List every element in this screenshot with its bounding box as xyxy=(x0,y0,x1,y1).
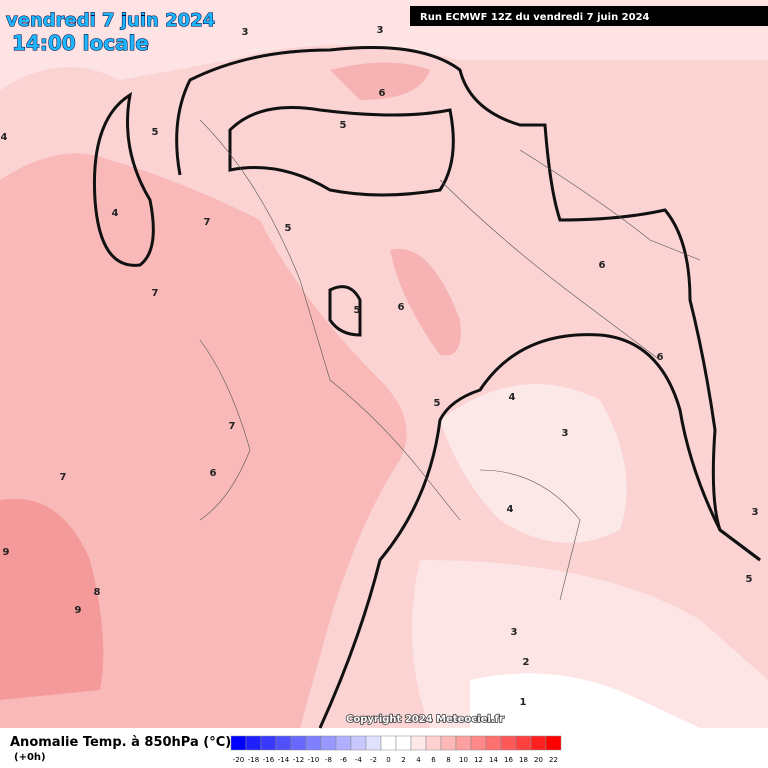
contour-label: 3 xyxy=(752,507,759,518)
legend-title: Anomalie Temp. à 850hPa (°C) xyxy=(10,735,231,750)
contour-label: 7 xyxy=(60,472,67,483)
contour-label: 8 xyxy=(94,587,101,598)
scale-swatch xyxy=(290,735,307,751)
run-banner xyxy=(410,6,768,26)
copyright: Copyright 2024 Meteociel.fr xyxy=(346,714,504,725)
scale-swatch xyxy=(545,735,562,751)
scale-tick: -18 xyxy=(248,756,259,764)
scale-swatch xyxy=(530,735,547,751)
borders xyxy=(199,119,701,601)
contour-label: 4 xyxy=(1,132,8,143)
scale-tick: 14 xyxy=(489,756,498,764)
contour-label: 5 xyxy=(354,305,361,316)
scale-tick: 16 xyxy=(504,756,513,764)
scale-swatch xyxy=(440,735,457,751)
contour-label: 5 xyxy=(285,223,292,234)
map-time: 14:00 locale xyxy=(12,31,149,55)
scale-tick: 8 xyxy=(446,756,450,764)
contour-label: 4 xyxy=(509,392,516,403)
cold-zone xyxy=(470,673,700,728)
hot-zone xyxy=(0,498,104,700)
scale-tick: -12 xyxy=(293,756,304,764)
contour-label: 6 xyxy=(210,468,217,479)
scale-swatch xyxy=(365,735,382,751)
scale-swatch xyxy=(275,735,292,751)
contour-labels: 3 3 4 5 4 7 7 5 6 5 6 6 5 6 5 4 3 7 6 7 9 8 9 4 3 5 3 2 1 xyxy=(1,25,759,708)
scale-swatch xyxy=(260,735,277,751)
scale-swatch xyxy=(470,735,487,751)
scale-swatch xyxy=(515,735,532,751)
warm-zone xyxy=(390,248,461,356)
contour-label: 5 xyxy=(434,398,441,409)
scale-tick: 18 xyxy=(519,756,528,764)
scale-swatch xyxy=(230,735,247,751)
contour-label: 7 xyxy=(152,288,159,299)
scale-tick: 6 xyxy=(431,756,436,764)
contour-label: 5 xyxy=(746,574,753,585)
zero-contours xyxy=(92,46,761,729)
contour-label: 5 xyxy=(340,120,347,131)
contour-label: 6 xyxy=(599,260,606,271)
contour-label: 2 xyxy=(523,657,530,668)
scale-swatch xyxy=(500,735,517,751)
scale-swatch xyxy=(425,735,442,751)
contour-label: 3 xyxy=(562,428,569,439)
scale-tick: 12 xyxy=(474,756,483,764)
scale-tick: -10 xyxy=(308,756,319,764)
scale-tick: -20 xyxy=(233,756,244,764)
contour-label: 7 xyxy=(229,421,236,432)
scale-tick: -2 xyxy=(370,756,377,764)
contour-label: 3 xyxy=(242,27,249,38)
scale-tick: 10 xyxy=(459,756,468,764)
scale-swatch xyxy=(380,735,397,751)
scale-swatch xyxy=(245,735,262,751)
scale-tick: -14 xyxy=(278,756,290,764)
contour-label: 4 xyxy=(507,504,514,515)
contour-label: 7 xyxy=(204,217,211,228)
scale-tick: -6 xyxy=(340,756,348,764)
scale-tick: -16 xyxy=(263,756,275,764)
contour-label: 1 xyxy=(520,697,527,708)
warm-zone xyxy=(330,62,430,100)
scale-tick: -4 xyxy=(355,756,363,764)
contour-label: 3 xyxy=(377,25,384,36)
scale-swatch xyxy=(485,735,502,751)
scale-swatch xyxy=(455,735,472,751)
contour-label: 9 xyxy=(3,547,10,558)
legend-lead: (+0h) xyxy=(14,752,46,763)
contour-label: 6 xyxy=(657,352,664,363)
scale-tick: 0 xyxy=(386,756,390,764)
contour-label: 6 xyxy=(398,302,405,313)
contour-label: 6 xyxy=(379,88,386,99)
contour-label: 9 xyxy=(75,605,82,616)
scale-tick: 4 xyxy=(416,756,421,764)
run-info: Run ECMWF 12Z du vendredi 7 juin 2024 xyxy=(420,12,650,23)
scale-tick: -8 xyxy=(325,756,332,764)
map xyxy=(0,0,768,729)
scale-tick: 2 xyxy=(401,756,405,764)
contour-label: 4 xyxy=(112,208,119,219)
map-date: vendredi 7 juin 2024 xyxy=(6,10,215,31)
scale-swatch xyxy=(305,735,322,751)
scale-tick: 20 xyxy=(534,756,543,764)
scale-swatch xyxy=(410,735,427,751)
scale-tick: 22 xyxy=(549,756,558,764)
scale-swatch xyxy=(395,735,412,751)
scale-swatch xyxy=(350,735,367,751)
contour-label: 5 xyxy=(152,127,159,138)
scale-swatch xyxy=(335,735,352,751)
color-scale: -20 -18 -16 -14 -12 -10 -8 -6 -4 -2 0 2 4 6 8 10 12 14 16 1… xyxy=(230,735,562,764)
scale-swatch xyxy=(320,735,337,751)
cool-zone xyxy=(440,384,627,543)
contour-label: 3 xyxy=(511,627,518,638)
